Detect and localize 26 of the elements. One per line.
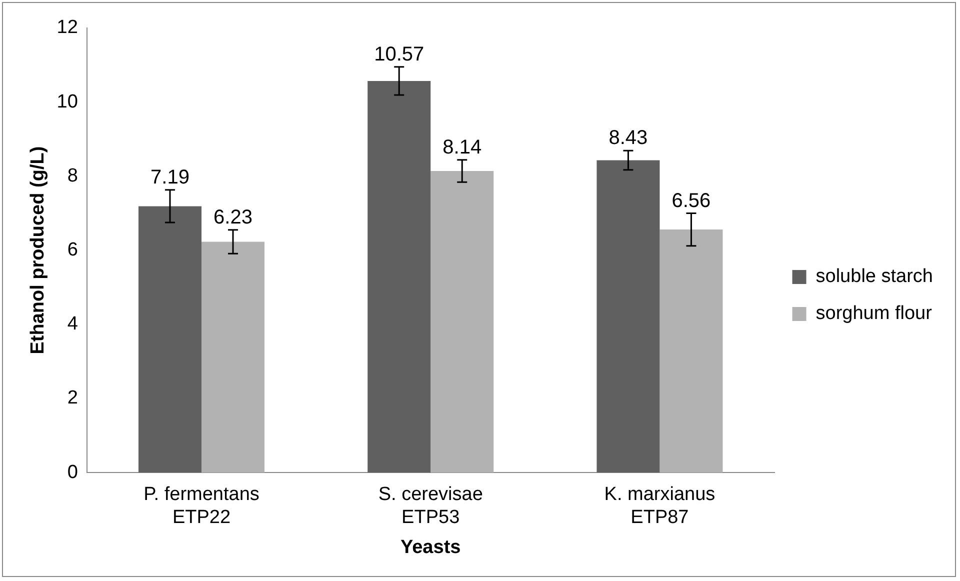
x-axis-title: Yeasts <box>400 536 461 558</box>
y-tick-label: 4 <box>67 314 78 335</box>
bar <box>138 206 202 473</box>
y-axis-title: Ethanol produced (g/L) <box>28 146 49 354</box>
data-label: 7.19 <box>150 166 190 188</box>
y-tick-label: 12 <box>56 17 78 38</box>
bar <box>430 171 494 473</box>
y-tick-label: 0 <box>67 462 78 483</box>
y-tick-label: 2 <box>67 388 78 409</box>
y-tick-label: 10 <box>56 91 78 112</box>
x-tick-label: K. marxianus ETP87 <box>604 484 716 528</box>
bar <box>660 230 723 473</box>
data-label: 6.23 <box>214 206 252 228</box>
legend-label: soluble starch <box>816 266 934 288</box>
bar <box>368 80 431 473</box>
data-label: 8.14 <box>442 136 482 158</box>
data-label: 8.43 <box>608 127 648 150</box>
bar <box>201 242 264 473</box>
data-label: 10.57 <box>374 43 424 66</box>
y-tick-label: 6 <box>67 240 78 261</box>
bar <box>596 160 660 473</box>
x-tick-label: S. cerevisae ETP53 <box>378 484 483 528</box>
data-label: 6.56 <box>672 190 711 212</box>
y-tick-label: 8 <box>67 165 78 186</box>
x-tick-label: P. fermentans ETP22 <box>144 484 260 528</box>
legend-label: sorghum flour <box>816 303 933 324</box>
